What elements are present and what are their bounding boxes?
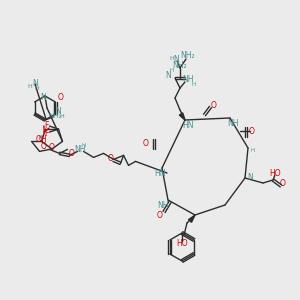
Text: F: F: [44, 121, 49, 130]
Text: O: O: [108, 154, 113, 163]
Text: H: H: [59, 115, 64, 119]
Text: NH: NH: [157, 200, 169, 209]
Text: H: H: [82, 143, 86, 148]
Text: NH₂: NH₂: [48, 113, 62, 119]
Text: H: H: [28, 83, 32, 88]
Polygon shape: [179, 113, 185, 120]
Text: F: F: [44, 129, 49, 138]
Text: NH: NH: [182, 76, 194, 85]
Text: OH: OH: [36, 135, 47, 144]
Text: H: H: [170, 68, 174, 73]
Text: N: N: [165, 71, 171, 80]
Text: N: N: [247, 173, 253, 182]
Text: N: N: [32, 79, 38, 88]
Text: O: O: [69, 149, 74, 158]
Text: H: H: [251, 148, 255, 154]
Text: O: O: [157, 211, 163, 220]
Text: O: O: [49, 142, 55, 152]
Polygon shape: [188, 215, 195, 222]
Text: HO: HO: [176, 238, 188, 247]
Text: O: O: [40, 142, 46, 151]
Text: N: N: [40, 92, 46, 101]
Text: NH: NH: [227, 118, 239, 127]
Text: NH: NH: [74, 145, 85, 154]
Text: O: O: [211, 100, 216, 109]
Text: N: N: [56, 106, 61, 116]
Text: H: H: [38, 136, 43, 141]
Text: HN: HN: [182, 121, 194, 130]
Text: HN: HN: [154, 169, 166, 178]
Text: O: O: [143, 140, 149, 148]
Text: H: H: [169, 56, 174, 61]
Text: O: O: [58, 94, 63, 103]
Text: NH₂: NH₂: [181, 52, 195, 61]
Text: HO: HO: [269, 169, 281, 178]
Text: O: O: [280, 178, 286, 188]
Text: H: H: [192, 82, 196, 88]
Text: H: H: [34, 85, 39, 91]
Text: NH₂: NH₂: [173, 61, 187, 70]
Text: N: N: [173, 56, 179, 64]
Text: O: O: [249, 127, 255, 136]
